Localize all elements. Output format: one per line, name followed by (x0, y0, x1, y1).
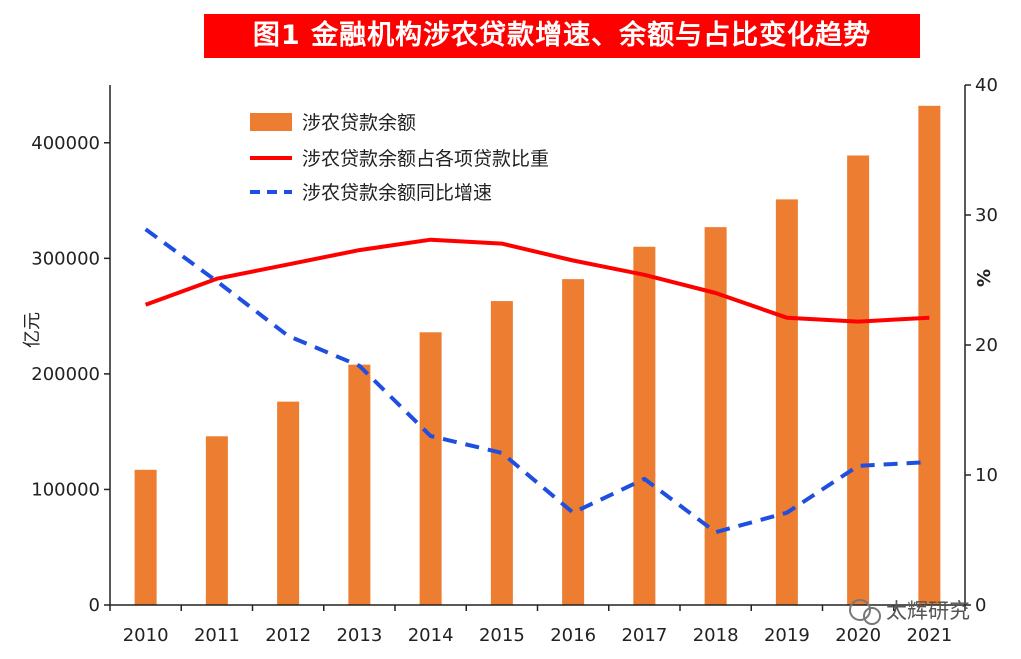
y-left-tick-label: 100000 (31, 479, 100, 500)
x-tick-label-2012: 2012 (265, 625, 311, 646)
x-tick-label-2019: 2019 (764, 625, 810, 646)
line-series-group (144, 227, 930, 535)
x-tick-label-2013: 2013 (336, 625, 382, 646)
legend-label-1: 涉农贷款余额占各项贷款比重 (302, 148, 549, 170)
bar-2012 (277, 401, 300, 605)
bar-2020 (847, 155, 870, 605)
bar-2014 (419, 332, 442, 605)
bar-2013 (348, 364, 371, 605)
x-tick-label-2021: 2021 (906, 625, 952, 646)
bar-2018 (704, 227, 727, 605)
bar-2016 (562, 279, 585, 605)
bar-2015 (490, 301, 513, 605)
wechat-icon (849, 599, 871, 621)
x-tick-label-2014: 2014 (408, 625, 454, 646)
y-axis-right-label: % (974, 269, 995, 287)
x-tick-label-2018: 2018 (693, 625, 739, 646)
x-tick-label-2015: 2015 (479, 625, 525, 646)
y-right-tick-label: 20 (975, 335, 998, 356)
y-right-tick-label: 0 (975, 595, 986, 616)
y-right-tick-label: 10 (975, 465, 998, 486)
wechat-icon-bubble (863, 607, 881, 625)
x-tick-label-2017: 2017 (621, 625, 667, 646)
x-tick-label-2010: 2010 (123, 625, 169, 646)
y-right-tick-label: 30 (975, 205, 998, 226)
x-tick-label-2020: 2020 (835, 625, 881, 646)
bar-2017 (633, 246, 656, 605)
y-left-tick-label: 0 (89, 595, 100, 616)
bar-2019 (775, 199, 798, 605)
legend-label-0: 涉农贷款余额 (302, 112, 416, 134)
bar-series-group (134, 105, 941, 606)
y-left-tick-label: 200000 (31, 364, 100, 385)
growth-line (144, 227, 930, 535)
axes-group: 0 100000 200000 300000 400000 0 10 20 30 40 2010 20… (31, 75, 998, 646)
bar-2021 (918, 105, 941, 606)
x-tick-label-2016: 2016 (550, 625, 596, 646)
y-left-tick-label: 400000 (31, 133, 100, 154)
chart-title: 图1 金融机构涉农贷款增速、余额与占比变化趋势 (204, 14, 920, 58)
legend-swatch-bar (250, 113, 292, 131)
bar-2011 (205, 436, 228, 605)
bar-2010 (134, 469, 157, 605)
watermark: 太辉研究 (849, 599, 970, 625)
y-right-tick-label: 40 (975, 75, 998, 96)
y-axis-left-label: 亿元 (22, 312, 43, 348)
watermark-text: 太辉研究 (886, 599, 970, 623)
share-line (144, 237, 930, 324)
legend-label-2: 涉农贷款余额同比增速 (302, 182, 492, 204)
y-left-tick-label: 300000 (31, 248, 100, 269)
x-tick-label-2011: 2011 (194, 625, 240, 646)
